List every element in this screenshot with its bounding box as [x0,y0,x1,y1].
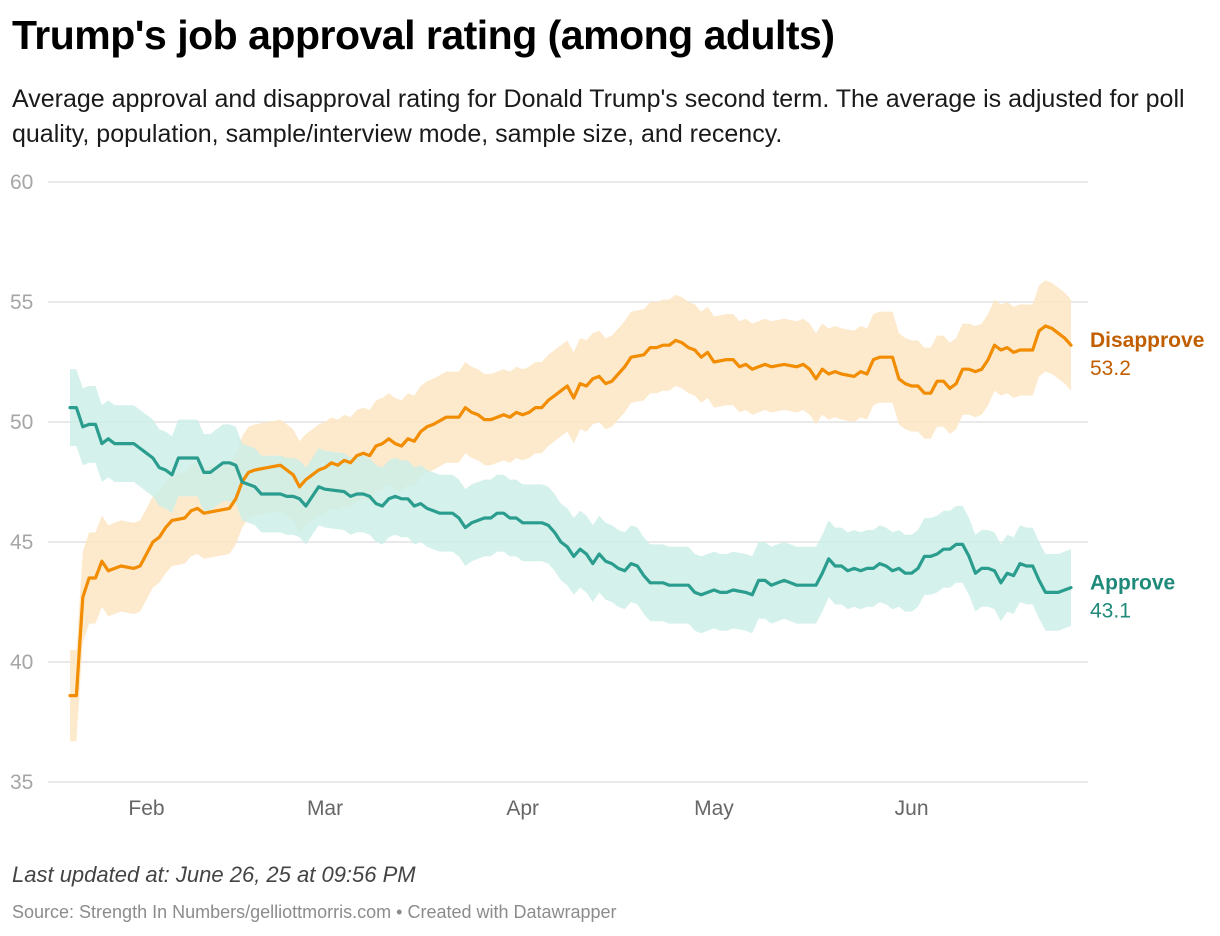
approve-end-value: 43.1 [1090,600,1131,623]
confidence-bands [70,280,1071,742]
x-tick-label: Jun [895,797,929,820]
x-tick-label: Apr [506,797,539,820]
y-tick-label: 50 [10,411,33,434]
y-tick-label: 55 [10,291,33,314]
disapprove-end-value: 53.2 [1090,357,1131,380]
chart-subtitle: Average approval and disapproval rating … [12,85,1185,148]
x-tick-label: May [694,797,734,820]
last-updated-note: Last updated at: June 26, 25 at 09:56 PM [12,862,416,887]
approve-series-name: Approve [1090,572,1175,595]
y-tick-label: 60 [10,171,33,194]
x-axis: Feb Mar Apr May Jun [128,797,928,820]
x-tick-label: Mar [307,797,343,820]
y-tick-label: 40 [10,651,33,674]
disapprove-uncertainty-band [70,280,1071,742]
chart-title: Trump's job approval rating (among adult… [12,12,835,58]
approve-uncertainty-band [70,369,1071,634]
disapprove-series-name: Disapprove [1090,329,1204,352]
y-tick-label: 35 [10,771,33,794]
y-tick-label: 45 [10,531,33,554]
approve-line [68,406,1073,597]
source-credit: Source: Strength In Numbers/gelliottmorr… [12,902,617,922]
x-tick-label: Feb [128,797,164,820]
series-end-labels: Disapprove 53.2 Approve 43.1 [1090,329,1204,622]
approval-line-chart: 35 40 45 50 55 60 Feb Mar Apr May Jun Disapprove 5… [10,171,1204,820]
series-lines [68,324,1073,698]
disapprove-line [68,324,1073,698]
